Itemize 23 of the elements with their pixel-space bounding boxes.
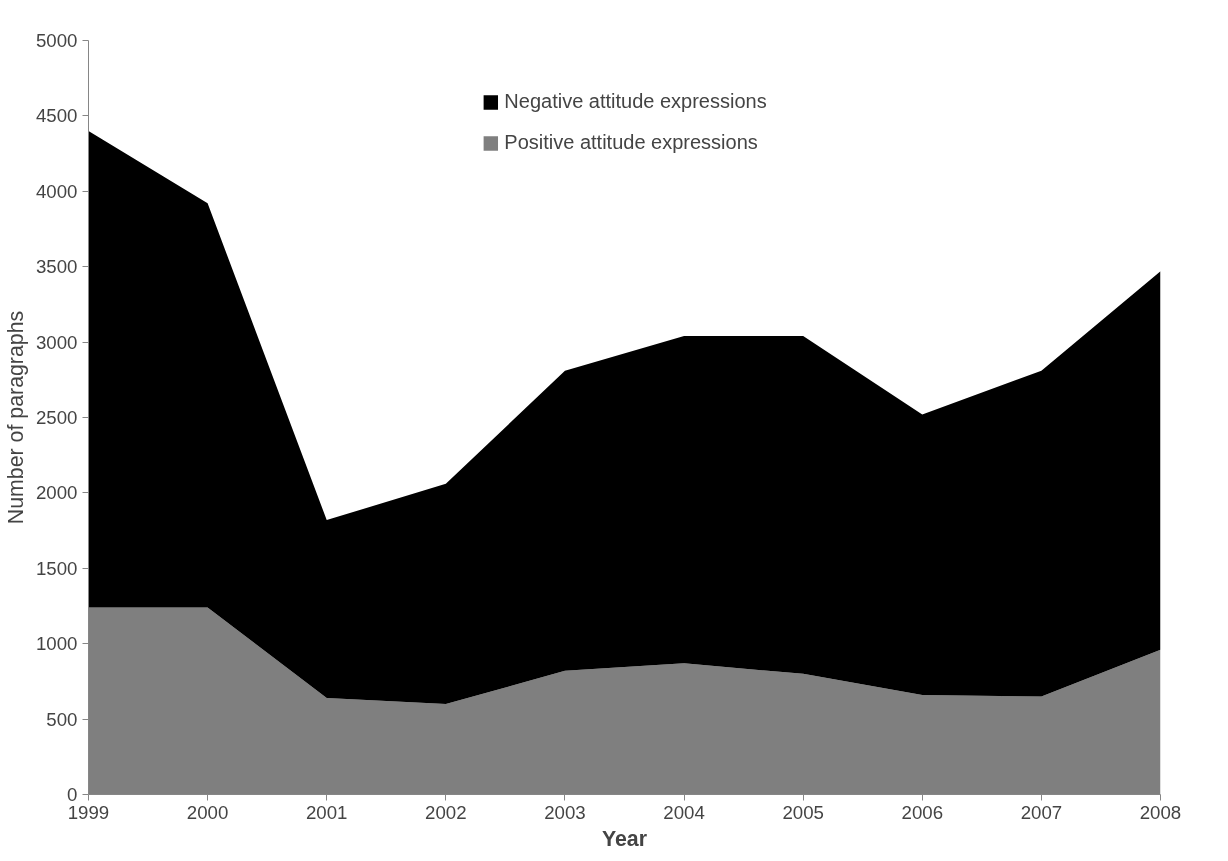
x-tick-label: 2005: [782, 801, 824, 823]
y-axis-title: Number of paragraphs: [4, 310, 28, 525]
x-tick-label: 2000: [186, 801, 229, 823]
x-tick-label: 2007: [1020, 801, 1063, 823]
y-tick-label: 1500: [36, 557, 78, 579]
legend-label: Negative attitude expressions: [504, 90, 767, 113]
x-tick-label: 2004: [663, 801, 705, 823]
x-tick-label: 2006: [901, 801, 944, 823]
y-tick-label: 4000: [36, 180, 78, 202]
x-tick-label: 2002: [425, 801, 467, 823]
x-axis-title: Year: [601, 826, 648, 851]
x-tick-label: 2003: [544, 801, 586, 823]
y-tick-label: 1000: [36, 633, 78, 655]
x-tick-label: 2008: [1139, 801, 1182, 823]
y-tick-label: 2500: [36, 407, 78, 428]
y-tick-label: 5000: [36, 30, 78, 51]
y-tick-label: 500: [46, 708, 78, 730]
y-tick-label: 4500: [36, 105, 78, 127]
legend-label: Positive attitude expressions: [504, 131, 758, 154]
x-tick-label: 2001: [305, 801, 348, 823]
y-tick-label: 3000: [36, 331, 78, 353]
y-tick-label: 2000: [36, 482, 78, 504]
y-tick-label: 3500: [36, 256, 78, 278]
